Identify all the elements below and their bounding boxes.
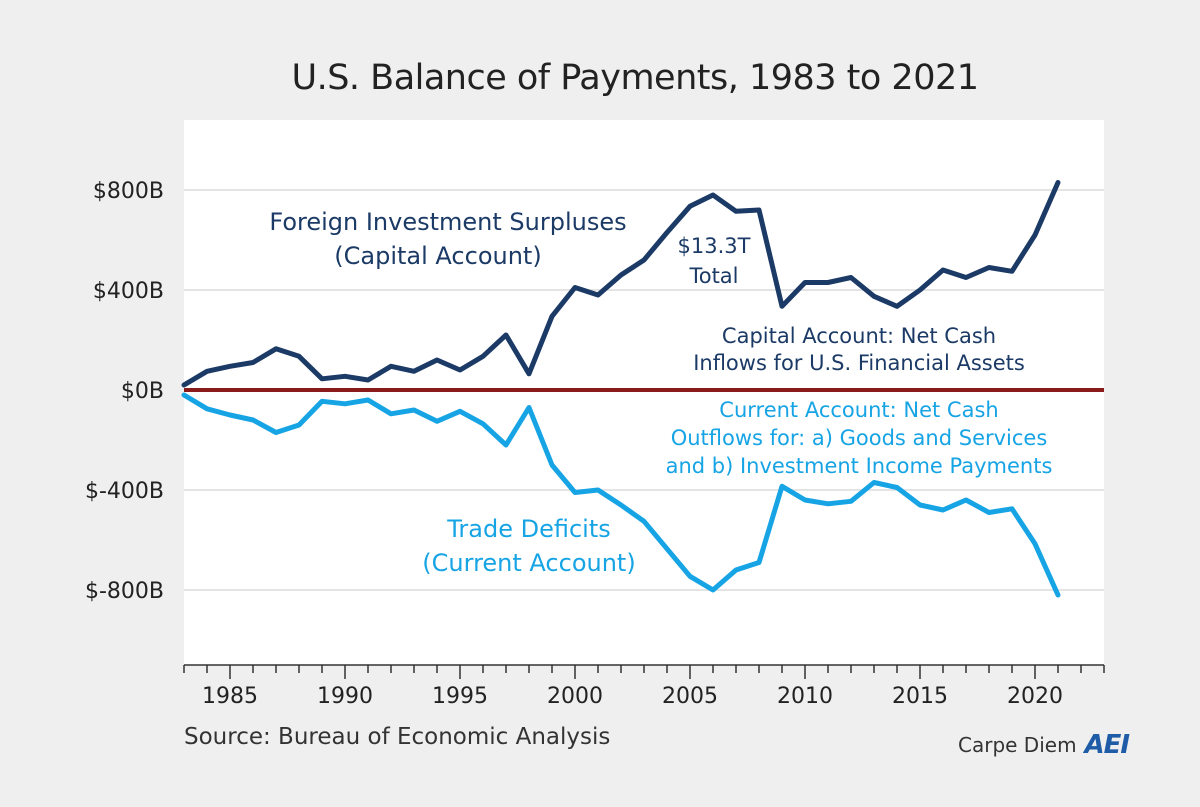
x-tick-label: 1990: [317, 684, 373, 709]
annotation-capital-title: Foreign Investment Surpluses: [269, 208, 626, 236]
x-tick-label: 2005: [662, 684, 718, 709]
annotation-total-label: Total: [688, 264, 738, 288]
y-axis: $800B $400B $0B $-400B $-800B: [85, 179, 164, 604]
y-tick-label: $0B: [121, 379, 164, 404]
x-tick-label: 2010: [777, 684, 833, 709]
series-current-account-line: [181, 392, 1061, 598]
annotation-current-desc-3: and b) Investment Income Payments: [666, 454, 1053, 478]
chart-title: U.S. Balance of Payments, 1983 to 2021: [291, 58, 979, 98]
x-tick-label: 1985: [202, 684, 258, 709]
annotation-current-desc-1: Current Account: Net Cash: [719, 398, 998, 422]
annotation-capital-subtitle: (Capital Account): [334, 242, 541, 270]
y-tick-label: $400B: [93, 279, 164, 304]
series-capital-account-line: [181, 180, 1061, 388]
annotation-trade-title: Trade Deficits: [446, 515, 610, 543]
annotation-total-value: $13.3T: [678, 234, 751, 258]
annotation-capital-desc-2: Inflows for U.S. Financial Assets: [693, 351, 1025, 375]
x-tick-label: 2015: [892, 684, 948, 709]
y-tick-label: $800B: [93, 179, 164, 204]
plot-area: [184, 120, 1104, 665]
aei-logo-icon: AEI: [1084, 730, 1131, 760]
brand-text: Carpe Diem: [958, 733, 1077, 757]
y-tick-label: $-800B: [85, 579, 164, 604]
x-axis: 1985 1990 1995 2000 2005 2010 2015 2020: [183, 664, 1105, 709]
y-tick-label: $-400B: [85, 479, 164, 504]
annotation-current-desc-2: Outflows for: a) Goods and Services: [671, 426, 1048, 450]
x-tick-label: 1995: [432, 684, 488, 709]
series-group: [181, 180, 1061, 598]
x-tick-label: 2020: [1007, 684, 1063, 709]
brand: Carpe Diem AEI: [958, 730, 1131, 760]
annotation-capital-desc-1: Capital Account: Net Cash: [722, 324, 996, 348]
annotation-trade-subtitle: (Current Account): [422, 549, 635, 577]
source-note: Source: Bureau of Economic Analysis: [184, 724, 611, 750]
x-tick-label: 2000: [547, 684, 603, 709]
